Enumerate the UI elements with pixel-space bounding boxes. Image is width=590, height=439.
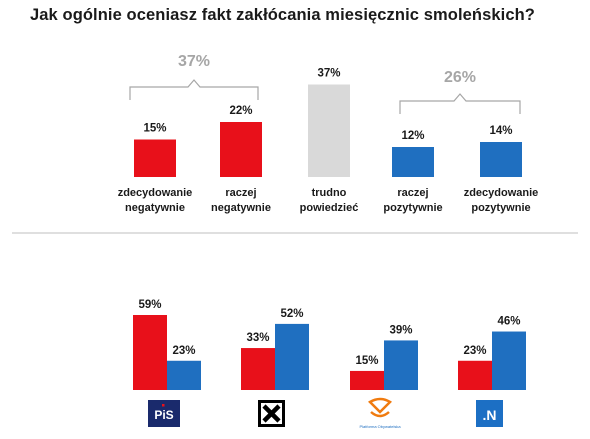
overall-category-label-3-0: raczej (397, 187, 428, 199)
party-value-label-0-0: 59% (138, 299, 161, 311)
overall-category-label-4-0: zdecydowanie (464, 187, 539, 199)
group-bracket-1 (399, 93, 521, 114)
party-bar-0-1 (167, 360, 201, 390)
party-chart: 59% 23% 33% 52% 15% 39% 23% 46% (133, 299, 526, 390)
group-bracket-0 (129, 79, 259, 100)
overall-category-label-1-0: raczej (225, 187, 256, 199)
overall-category-label-0-0: zdecydowanie (118, 187, 193, 199)
overall-bar-4 (480, 142, 522, 177)
party-bar-2-0 (350, 370, 384, 390)
overall-category-label-1-1: negatywnie (211, 202, 271, 214)
party-bar-3-0 (458, 360, 492, 390)
nowoczesna-logo-text: .N (483, 407, 497, 423)
po-logo-text: Platforma Obywatelska (359, 424, 401, 429)
pis-logo: PiS (148, 400, 180, 427)
party-bar-1-0 (241, 348, 275, 390)
overall-value-label-1: 22% (229, 105, 252, 117)
overall-category-label-3-1: pozytywnie (383, 202, 442, 214)
overall-value-label-4: 14% (489, 125, 512, 137)
party-bar-2-1 (384, 340, 418, 390)
overall-value-label-0: 15% (143, 123, 166, 135)
overall-value-label-2: 37% (317, 68, 340, 80)
overall-category-label-0-1: negatywnie (125, 202, 185, 214)
kukiz-logo (258, 400, 285, 427)
overall-bar-1 (220, 122, 262, 177)
po-logo: Platforma Obywatelska (359, 397, 401, 429)
party-value-label-1-1: 52% (280, 308, 303, 320)
pis-logo-text: PiS (154, 408, 173, 422)
party-value-label-2-1: 39% (389, 324, 412, 336)
overall-category-label-4-1: pozytywnie (471, 202, 530, 214)
party-value-label-1-0: 33% (246, 332, 269, 344)
party-value-label-3-1: 46% (497, 316, 520, 328)
party-value-label-3-0: 23% (463, 345, 486, 357)
overall-value-label-3: 12% (401, 130, 424, 142)
overall-bar-0 (134, 139, 176, 177)
party-value-label-0-1: 23% (172, 345, 195, 357)
page-title: Jak ogólnie oceniasz fakt zakłócania mie… (30, 6, 535, 24)
group-total-label-0: 37% (178, 53, 210, 70)
party-logos: PiS Platforma Obywatelska .N (148, 397, 503, 429)
party-bar-0-0 (133, 315, 167, 390)
group-total-label-1: 26% (444, 69, 476, 86)
overall-bar-2 (308, 84, 350, 177)
party-value-label-2-0: 15% (355, 355, 378, 367)
overall-category-label-2-1: powiedzieć (300, 202, 359, 214)
nowoczesna-logo: .N (476, 400, 503, 427)
overall-chart: 15% zdecydowanie negatywnie 22% raczej negaty… (118, 53, 539, 214)
overall-bar-3 (392, 147, 434, 177)
overall-category-label-2-0: trudno (312, 187, 347, 199)
party-bar-1-1 (275, 323, 309, 390)
party-bar-3-1 (492, 331, 526, 390)
